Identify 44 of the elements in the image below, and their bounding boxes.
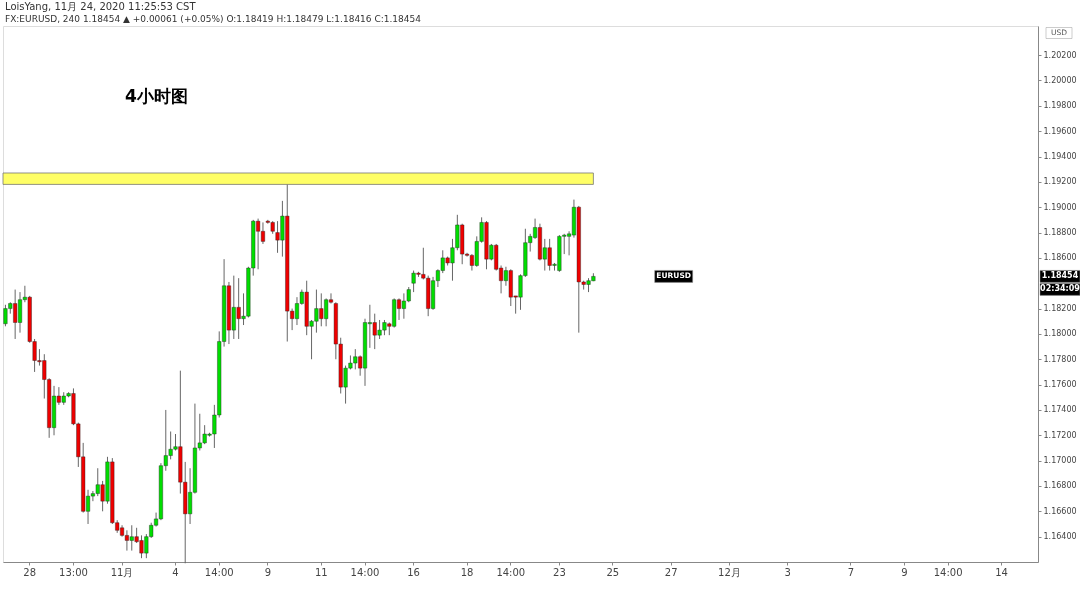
y-tick-label: 1.17000 — [1043, 456, 1077, 466]
y-tick-label: 1.16800 — [1043, 481, 1077, 491]
text: LoisYang, 11月 24, 2020 11:25:53 CST — [5, 1, 197, 12]
y-tick-label: 1.16400 — [1043, 532, 1077, 542]
x-tick-label: 9 — [901, 566, 908, 578]
x-tick-label: 14:00 — [933, 566, 963, 578]
x-tick-label: 14:00 — [350, 566, 380, 578]
x-tick-label: 27 — [664, 566, 678, 578]
x-tick-label: 14:00 — [204, 566, 234, 578]
x-tick-label: 14 — [995, 566, 1008, 578]
y-tick-label: 1.16600 — [1043, 506, 1077, 516]
y-tick-label: 1.19800 — [1043, 101, 1077, 111]
x-tick-label: 11月 — [110, 566, 134, 578]
text: 4小时图 — [125, 86, 188, 106]
x-tick-label: 9 — [264, 566, 272, 578]
y-tick-label: 1.17800 — [1043, 354, 1077, 364]
x-tick-label: 13:00 — [59, 566, 88, 578]
y-tick-label: 1.19000 — [1043, 202, 1077, 212]
x-tick-label: 4 — [172, 566, 179, 578]
x-tick-label: 7 — [847, 566, 855, 578]
y-tick-label: 1.19600 — [1043, 126, 1077, 136]
y-tick-label: 1.18000 — [1043, 329, 1077, 339]
x-tick-label: 16 — [407, 566, 420, 578]
text: 1.18454 — [1041, 271, 1079, 281]
x-tick-label: 28 — [23, 566, 37, 578]
x-tick-label: 25 — [606, 566, 620, 578]
y-tick-label: 1.18600 — [1043, 253, 1077, 263]
text: FX:EURUSD, 240 1.18454 ▲ +0.00061 (+0.05%) O:1.18419 H:1.18479 L:1.18416 C:1.18454 — [5, 14, 422, 24]
y-tick-label: 1.18200 — [1043, 304, 1077, 314]
y-tick-label: 1.19400 — [1043, 152, 1077, 162]
x-tick-label: 18 — [460, 566, 474, 578]
y-tick-label: 1.17600 — [1043, 380, 1077, 390]
text: 02:34:09 — [1040, 284, 1080, 294]
x-tick-label: 3 — [784, 566, 791, 578]
y-tick-label: 1.20200 — [1043, 50, 1077, 60]
y-tick-label: 1.19200 — [1043, 177, 1077, 187]
y-tick-label: 1.17400 — [1043, 405, 1077, 415]
x-tick-label: 11 — [314, 566, 328, 578]
y-tick-label: 1.17200 — [1043, 430, 1077, 440]
y-tick-label: 1.20000 — [1043, 75, 1077, 85]
x-tick-label: 14:00 — [496, 566, 526, 578]
x-tick-label: 12月 — [718, 566, 741, 578]
x-tick-label: 23 — [553, 566, 566, 578]
y-tick-label: 1.18800 — [1043, 228, 1077, 238]
